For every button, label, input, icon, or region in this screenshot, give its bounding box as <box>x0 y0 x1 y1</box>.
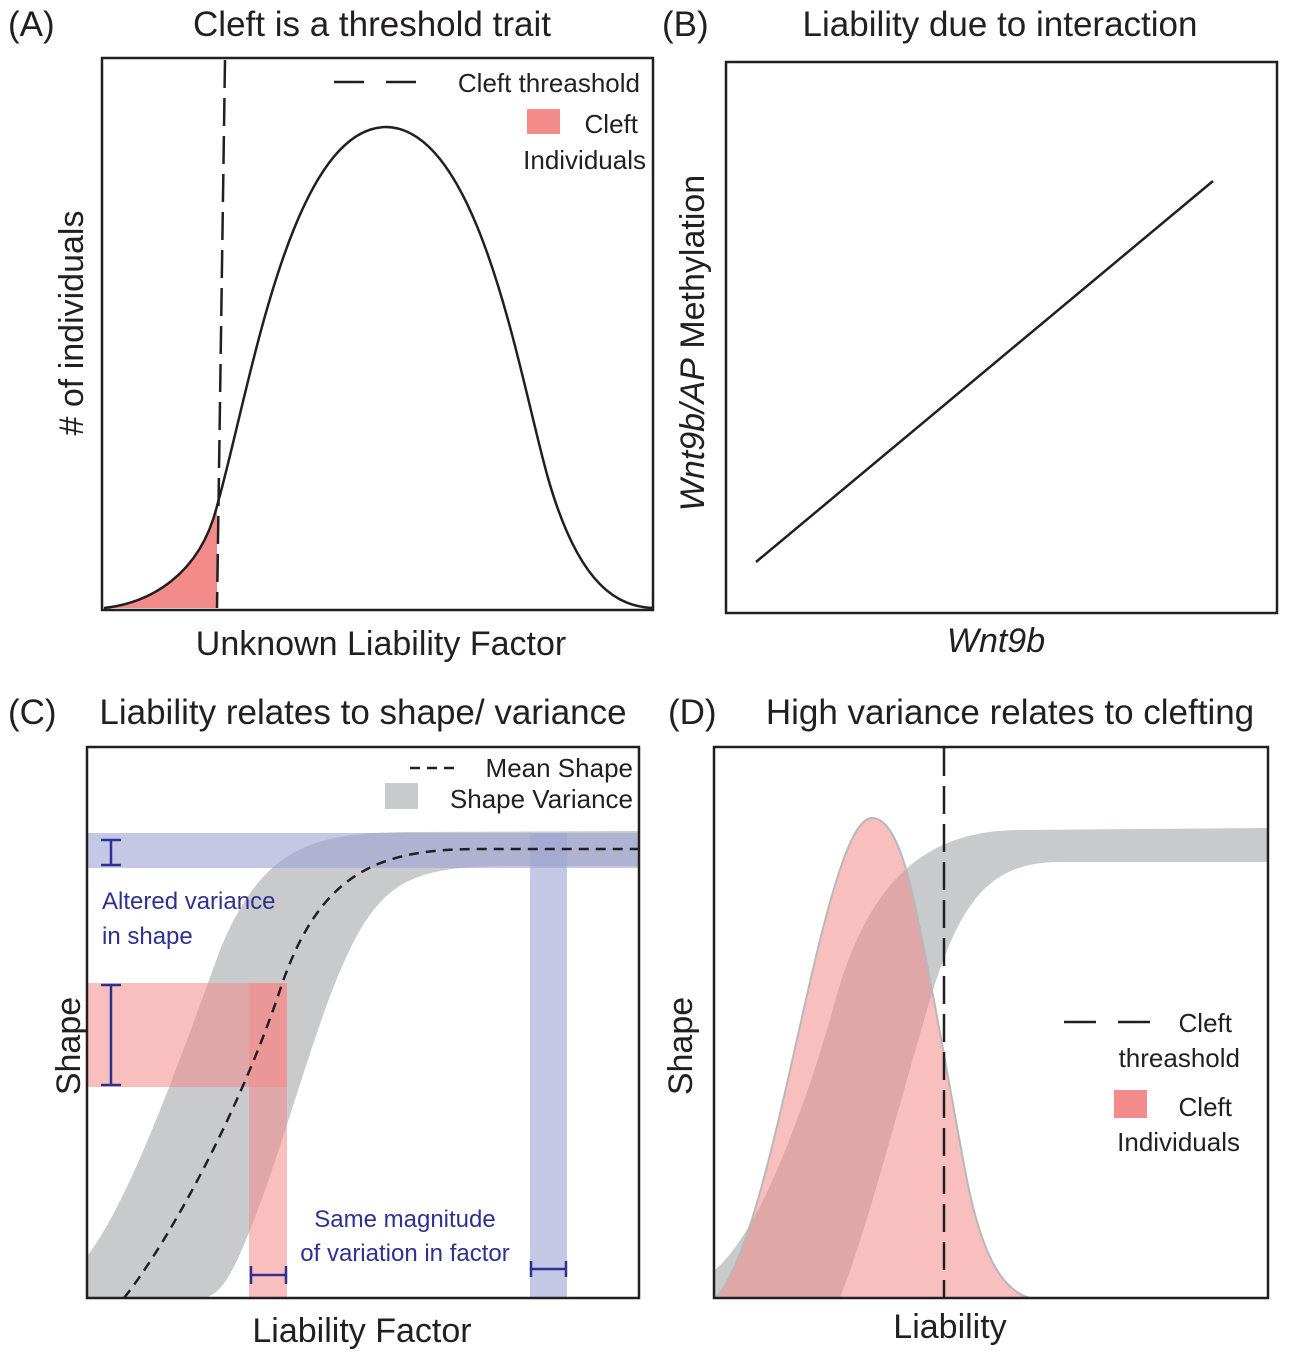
panel-d-letter: (D) <box>668 693 717 732</box>
altered-variance-vertical-band <box>530 833 567 1298</box>
shape-variance-band <box>88 831 640 1298</box>
legend-threshold-label-1: Cleft <box>1179 1008 1233 1038</box>
legend-cleft-swatch <box>1114 1090 1147 1118</box>
panel-c-y-axis-label: Shape <box>50 997 88 1095</box>
panel-d-title: High variance relates to clefting <box>766 693 1254 732</box>
panel-d-x-axis-label: Liability <box>893 1308 1006 1346</box>
panel-c: (C) Liability relates to shape/ variance… <box>8 693 641 1350</box>
same-magnitude-note-1: Same magnitude <box>314 1206 495 1233</box>
mean-shape-curve <box>123 847 640 1299</box>
cleft-threshold-line <box>215 59 227 609</box>
panel-a-y-axis-label: # of individuals <box>53 211 91 436</box>
same-magnitude-note-2: of variation in factor <box>300 1240 509 1267</box>
panel-c-frame <box>85 745 641 1300</box>
legend-cleft-label-2: Individuals <box>523 145 646 175</box>
panel-d-y-axis-label: Shape <box>662 997 700 1095</box>
panel-a-x-axis-label: Unknown Liability Factor <box>196 625 566 663</box>
panel-b-title: Liability due to interaction <box>803 5 1198 44</box>
legend-threshold-label-2: threashold <box>1119 1043 1240 1073</box>
factor-range-bracket-blue <box>529 1261 568 1277</box>
panel-c-x-axis-label: Liability Factor <box>252 1312 471 1350</box>
panel-a-letter: (A) <box>8 5 55 44</box>
legend-mean-shape-label: Mean Shape <box>486 753 633 783</box>
liability-distribution-curve <box>103 125 653 610</box>
cleft-individuals-area <box>104 506 217 608</box>
panel-c-letter: (C) <box>8 693 57 732</box>
panel-a: (A) Cleft is a threshold trait Cleft thr… <box>8 5 655 663</box>
legend-shape-variance-label: Shape Variance <box>450 784 633 814</box>
cleft-individuals-distribution <box>712 816 1031 1299</box>
panel-c-title: Liability relates to shape/ variance <box>99 693 626 732</box>
panel-b: (B) Liability due to interaction Wnt9b/A… <box>662 5 1279 660</box>
altered-variance-bracket <box>101 838 121 867</box>
legend-cleft-label-1: Cleft <box>585 109 639 139</box>
legend-cleft-label-1: Cleft <box>1179 1092 1233 1122</box>
legend-cleft-label-2: Individuals <box>1117 1127 1240 1157</box>
factor-range-vertical-band <box>249 983 287 1298</box>
panel-d-frame <box>712 745 1270 1300</box>
panel-b-y-axis-label-italic: Wnt9b/AP <box>674 358 712 511</box>
altered-variance-note-1: Altered variance <box>102 888 275 915</box>
panel-b-x-axis-label: Wnt9b <box>947 622 1045 660</box>
shape-range-bracket <box>101 983 121 1087</box>
panel-b-frame <box>724 60 1279 615</box>
panel-b-y-axis-label: Wnt9b/AP Methylation <box>674 175 712 511</box>
altered-variance-note-2: in shape <box>102 923 193 950</box>
legend-cleft-swatch <box>527 109 560 134</box>
legend-threshold-label: Cleft threashold <box>458 68 640 98</box>
panel-a-title: Cleft is a threshold trait <box>193 5 551 44</box>
panel-b-letter: (B) <box>662 5 709 44</box>
panel-d: (D) High variance relates to clefting Cl… <box>662 693 1270 1346</box>
factor-range-bracket-red <box>249 1266 288 1284</box>
interaction-line <box>755 180 1214 563</box>
legend-shape-variance-swatch <box>385 783 418 809</box>
panel-b-y-axis-label-rest: Methylation <box>674 175 712 358</box>
panel-a-frame <box>100 56 655 612</box>
